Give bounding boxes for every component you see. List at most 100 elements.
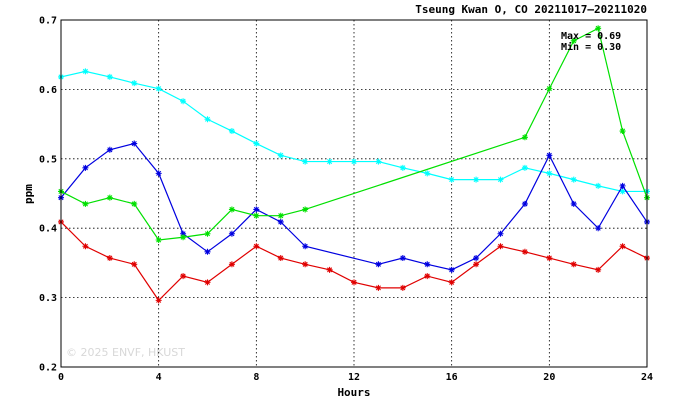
data-point [131,200,138,207]
data-point [155,170,162,177]
data-point [546,85,553,92]
data-point [595,182,602,189]
data-point [204,279,211,286]
data-point [302,206,309,213]
data-point [155,297,162,304]
data-point [155,236,162,243]
data-point [424,261,431,268]
y-tick-label: 0.7 [39,16,57,27]
data-point [473,255,480,262]
data-point [497,230,504,237]
data-point [399,284,406,291]
data-point [253,206,260,213]
data-point [253,243,260,250]
data-point [228,230,235,237]
data-point [204,116,211,123]
data-point [570,261,577,268]
grid [61,20,647,367]
data-point [180,273,187,280]
data-point [595,225,602,232]
data-point [106,255,113,262]
data-point [228,128,235,135]
data-point [82,200,89,207]
data-point [595,25,602,32]
data-point [497,243,504,250]
data-point [546,170,553,177]
data-point [351,279,357,286]
data-point [448,279,455,286]
data-point [473,261,480,268]
data-point [326,266,333,273]
data-point [375,284,382,291]
data-point [521,200,528,207]
data-point [204,248,211,255]
data-point [131,80,138,87]
data-point [106,194,113,201]
data-point [619,243,626,250]
data-point [399,255,406,262]
series-layer [58,25,650,304]
data-point [375,158,382,165]
y-tick-label: 0.5 [39,154,57,165]
data-point [82,164,89,171]
x-tick-label: 12 [348,372,360,383]
watermark: © 2025 ENVF, HKUST [66,346,185,359]
data-point [595,266,602,273]
x-tick-label: 0 [58,372,64,383]
x-tick-label: 8 [253,372,259,383]
data-point [302,243,309,250]
data-point [326,158,333,165]
data-point [375,261,382,268]
data-point [570,176,577,183]
data-point [106,73,113,80]
data-point [277,255,284,262]
data-point [253,212,260,219]
data-point [399,164,406,171]
x-tick-label: 20 [543,372,555,383]
data-point [131,261,138,268]
data-point [619,128,626,135]
y-tick-label: 0.6 [39,85,57,96]
data-point [570,37,577,44]
plot-frame [60,19,648,368]
data-point [424,170,431,177]
y-tick-label: 0.2 [39,363,57,374]
data-point [277,212,284,219]
x-tick-label: 24 [641,372,653,383]
data-point [155,85,162,92]
data-point [546,255,553,262]
x-tick-label: 4 [156,372,162,383]
min-annotation: Min = 0.30 [561,41,621,53]
data-point [521,164,528,171]
data-point [546,152,553,159]
x-axis-label: Hours [337,386,370,399]
data-point [204,230,211,237]
tick-labels: 0 4 8 12 16 20 24 0.2 0.3 0.4 0.5 0.6 0.7 [39,16,653,384]
data-point [497,176,504,183]
chart-title: Tseung Kwan O, CO 20211017–20211020 [415,3,647,16]
data-point [82,243,89,250]
data-point [448,176,455,183]
data-point [180,234,187,241]
data-point [521,134,528,141]
data-point [106,146,113,153]
data-point [619,188,626,195]
data-point [302,261,309,268]
data-point [570,200,577,207]
data-point [521,248,528,255]
data-point [82,68,89,75]
data-point [131,140,138,147]
y-axis-label: ppm [22,184,35,204]
x-tick-label: 16 [446,372,458,383]
data-point [302,158,309,165]
y-tick-label: 0.4 [39,224,57,235]
series-2 [58,25,650,243]
data-point [619,182,626,189]
data-point [473,176,480,183]
data-point [424,273,431,280]
data-point [277,152,284,159]
data-point [351,158,357,165]
max-annotation: Max = 0.69 [561,31,621,42]
series-0 [58,68,650,195]
